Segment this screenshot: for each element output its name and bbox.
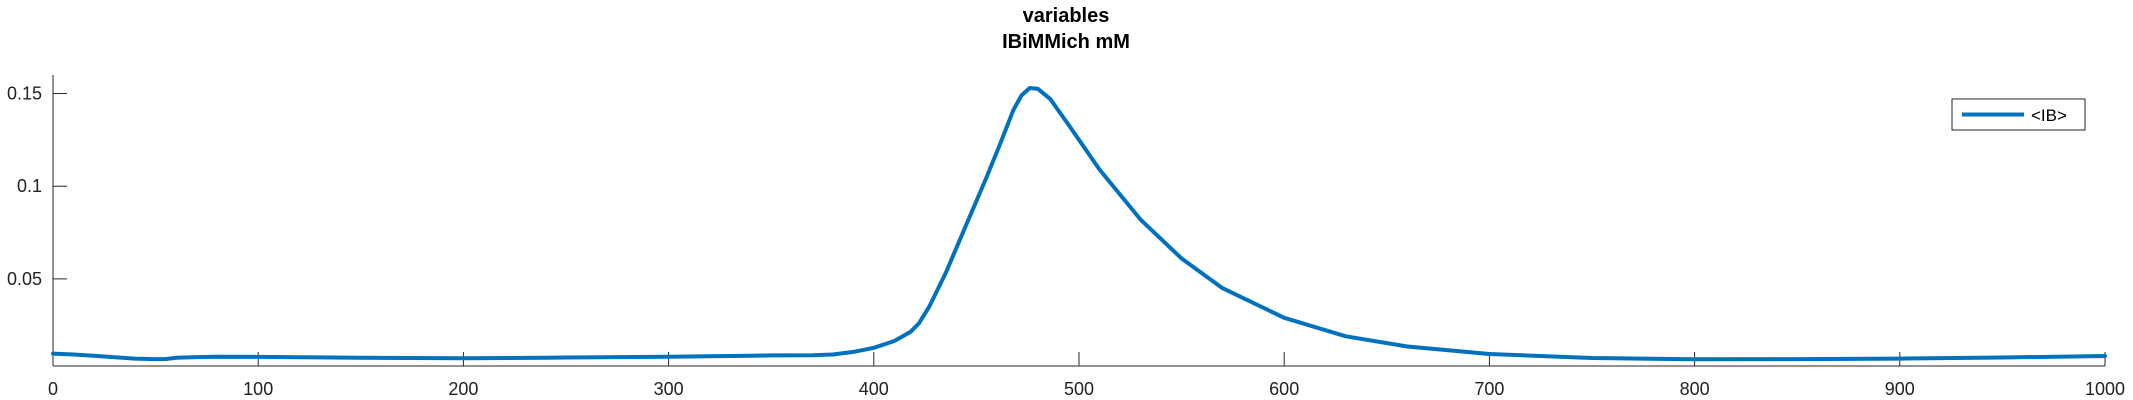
series-line-ib — [51, 86, 2107, 362]
y-tick-label: 0.1 — [17, 176, 42, 196]
x-tick-label: 100 — [243, 379, 273, 399]
chart-title-line-2: IBiMMich mM — [1002, 31, 1130, 53]
chart-title-line-1: variables — [1023, 5, 1110, 27]
plot-area — [51, 86, 2107, 362]
x-tick-label: 800 — [1680, 379, 1710, 399]
axes: 0 100 200 300 400 500 600 700 800 900 1000 0.05 0.1 0… — [7, 75, 2125, 399]
x-tick-label: 900 — [1885, 379, 1915, 399]
x-tick-label: 200 — [448, 379, 478, 399]
legend[interactable]: <IB> — [1951, 98, 2086, 131]
x-tick-label: 1000 — [2085, 379, 2125, 399]
x-tick-label: 400 — [859, 379, 889, 399]
x-tick-label: 700 — [1474, 379, 1504, 399]
x-tick-label: 600 — [1269, 379, 1299, 399]
legend-label-ib: <IB> — [2031, 106, 2067, 125]
y-tick-label: 0.15 — [7, 84, 42, 104]
x-tick-label: 0 — [48, 379, 58, 399]
x-tick-label: 300 — [654, 379, 684, 399]
y-tick-label: 0.05 — [7, 269, 42, 289]
x-tick-label: 500 — [1064, 379, 1094, 399]
